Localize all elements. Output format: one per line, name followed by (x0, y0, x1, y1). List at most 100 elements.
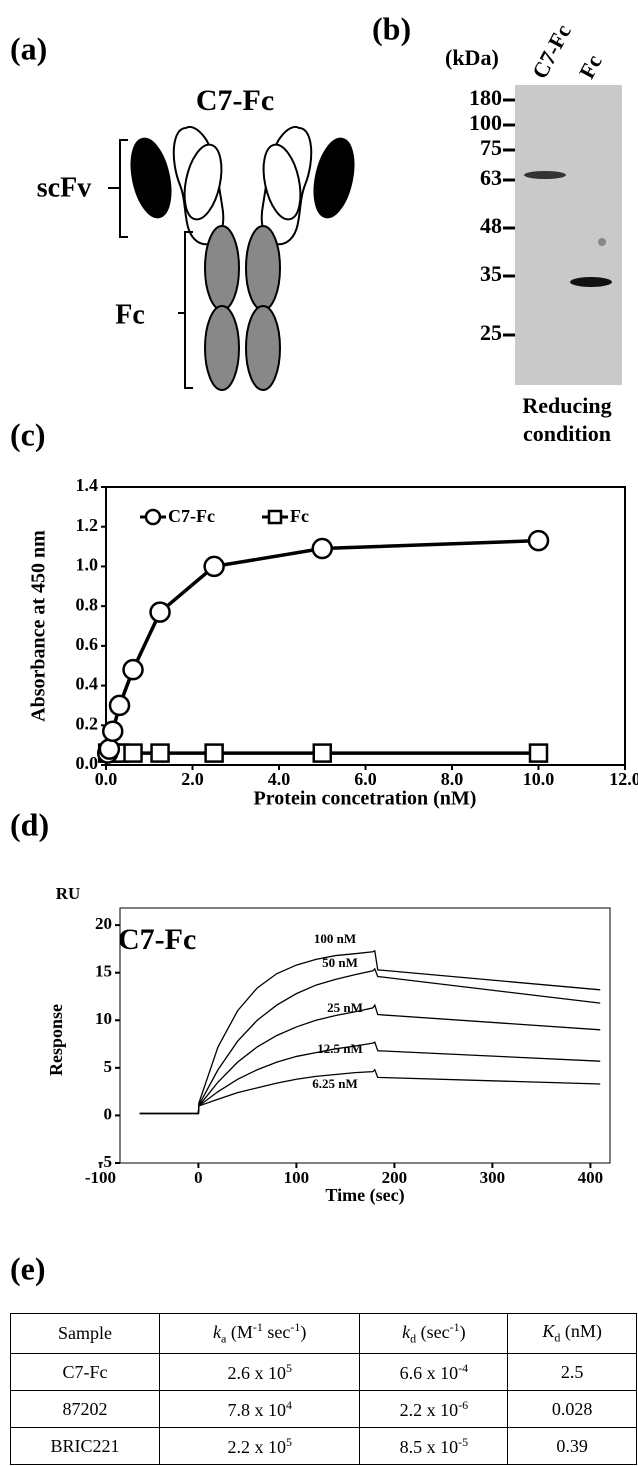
header-cell: Kd (nM) (507, 1313, 637, 1354)
diagram-title: C7-Fc (196, 84, 274, 117)
unit: sec (262, 1322, 291, 1343)
lane-label: C7-Fc (527, 20, 576, 83)
unit: (sec (416, 1322, 450, 1343)
x-tick-label: 12.0 (609, 769, 638, 789)
y-axis-label: Response (46, 1004, 66, 1076)
marker-label: 75 (480, 135, 502, 160)
panel-label: (c) (10, 416, 46, 452)
mantissa: 2.2 x 10 (227, 1436, 286, 1457)
point (150, 743, 170, 763)
marker-label: 48 (480, 213, 502, 238)
series-line (139, 1068, 601, 1115)
y-axis-label: Absorbance at 450 nm (28, 530, 50, 722)
table-cell: 8.5 x 10-5 (359, 1427, 509, 1465)
point (312, 743, 332, 763)
symbol: k (213, 1322, 222, 1343)
marker-label: 100 (469, 110, 502, 135)
point (528, 743, 549, 763)
table-row: C7-Fc 2.6 x 105 6.6 x 10-4 2.5 (10, 1353, 637, 1391)
chart-c: (c) 0.0 0.2 0.4 0.6 0.8 1.0 1.2 1.4 0.0 2.0 4.0 6.0 8… (10, 416, 638, 809)
point (108, 694, 131, 717)
exponent: 5 (285, 1434, 292, 1449)
heavy-variable (130, 137, 172, 219)
plot-frame (119, 907, 611, 1164)
point (203, 555, 225, 578)
point (204, 743, 224, 763)
legend-label: Fc (290, 506, 309, 526)
x-tick-label: 8.0 (441, 769, 464, 789)
legend-marker (144, 508, 162, 526)
series-label: 50 nM (322, 955, 358, 970)
panel-label: (d) (10, 806, 49, 842)
subscript: a (221, 1331, 227, 1346)
table-cell: 2.5 (507, 1353, 637, 1391)
x-tick-label: 100 (284, 1168, 310, 1187)
fc-domain (204, 305, 240, 391)
marker-label: 35 (480, 261, 502, 286)
marker-label: 180 (469, 85, 502, 110)
table-cell: 2.6 x 105 (158, 1353, 361, 1391)
y-tick-label: 15 (95, 962, 112, 981)
point (122, 658, 144, 681)
x-tick-label: 2.0 (181, 769, 204, 789)
chart-annotation: C7-Fc (118, 923, 196, 956)
mantissa: 2.2 x 10 (399, 1399, 459, 1420)
light-variable (262, 143, 302, 221)
y-tick-label: 0.8 (76, 594, 99, 614)
superscript: -1 (290, 1320, 301, 1335)
table-cell: C7-Fc (10, 1353, 160, 1391)
table-cell: 2.2 x 105 (158, 1427, 361, 1465)
superscript: -1 (449, 1320, 460, 1335)
exponent: -5 (458, 1434, 469, 1449)
point (123, 743, 143, 763)
y-tick-label: 1.4 (76, 475, 99, 495)
x-tick-label: 400 (578, 1168, 604, 1187)
symbol: k (402, 1322, 411, 1343)
legend-label: C7-Fc (168, 506, 215, 526)
header-cell: ka (M-1 sec-1) (158, 1313, 361, 1354)
light-variable (183, 143, 223, 221)
symbol: K (542, 1321, 555, 1342)
y-tick-label: 10 (95, 1009, 112, 1028)
x-tick-label: 10.0 (523, 769, 555, 789)
table-cell: BRIC221 (10, 1427, 160, 1465)
series-line (139, 1003, 601, 1115)
y-tick-label: 0.4 (76, 674, 99, 694)
y-tick-label: 5 (104, 1057, 113, 1076)
series-line (106, 538, 539, 754)
y-tick-label: 0 (104, 1104, 113, 1123)
antibody-diagram (108, 125, 355, 391)
gel-spot (598, 238, 606, 246)
subscript: d (410, 1331, 417, 1346)
x-tick-label: 0.0 (95, 769, 118, 789)
exponent: 5 (285, 1360, 292, 1375)
unit-label: (kDa) (445, 45, 499, 70)
band (524, 171, 566, 179)
exponent: 4 (285, 1397, 292, 1412)
y-tick-label: 0.6 (76, 634, 99, 654)
bracket (178, 231, 193, 389)
y-tick-label: 1.2 (76, 515, 99, 535)
series-line (139, 967, 601, 1115)
marker-label: 25 (480, 320, 502, 345)
x-axis-label: Time (sec) (325, 1185, 404, 1206)
fc-domain (245, 305, 281, 391)
x-axis-label: Protein concetration (nM) (254, 788, 477, 810)
table-cell: 6.6 x 10-4 (359, 1353, 509, 1391)
band (570, 277, 612, 287)
unit: ) (459, 1322, 466, 1343)
header-row: Sample ka (M-1 sec-1) kd (sec-1) Kd (nM) (10, 1313, 637, 1354)
legend-marker (267, 509, 283, 525)
y-tick-label: 0.0 (76, 753, 99, 773)
y-tick-label: 20 (95, 914, 112, 933)
mantissa: 7.8 x 10 (227, 1399, 286, 1420)
unit: ) (300, 1322, 307, 1343)
domain-label: scFv (37, 172, 91, 203)
scfv-right (260, 125, 355, 246)
panel-label: (e) (10, 1250, 46, 1286)
y-tick-label: 1.0 (76, 555, 99, 575)
